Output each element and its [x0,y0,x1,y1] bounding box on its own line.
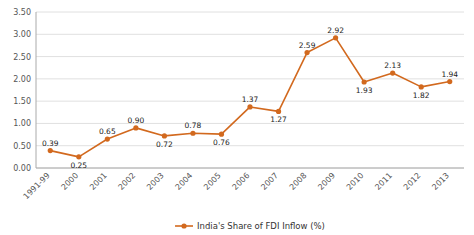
grid-line [36,123,464,124]
y-tick-label: 0.50 [13,142,31,151]
data-label: 0.72 [156,140,173,149]
y-tick-label: 3.50 [13,8,31,17]
x-tick-label: 2001 [88,171,109,192]
point [362,79,367,84]
data-label: 2.13 [384,61,401,70]
point [419,84,424,89]
y-tick-label: 2.00 [13,75,31,84]
data-label: 0.39 [42,139,59,148]
data-label: 1.37 [242,95,259,104]
y-axis [36,12,37,168]
grid-line [36,78,464,79]
point [133,125,138,130]
data-label: 1.27 [270,115,287,124]
legend-label: India's Share of FDI Inflow (%) [197,221,325,231]
plot-area [48,35,453,159]
data-label: 2.59 [299,41,316,50]
point [76,154,81,159]
point [190,131,195,136]
x-tick-label: 1991-99 [22,171,52,201]
y-tick-label: 0.00 [13,164,31,173]
x-tick-label: 2007 [259,171,280,192]
point [162,133,167,138]
y-tick-label: 1.50 [13,97,31,106]
chart: 0.00 0.50 1.00 1.50 2.00 2.50 3.00 3.50 1991-99 2… [0,0,474,235]
x-tick-label: 2012 [402,171,423,192]
y-tick-label: 3.00 [13,30,31,39]
legend: India's Share of FDI Inflow (%) [175,221,325,231]
data-label: 2.92 [327,26,344,35]
grid-line [36,34,464,35]
grid-line [36,56,464,57]
grid-line [36,145,464,146]
data-labels: 0.39 0.25 0.65 0.90 0.72 0.78 0.76 1.37 1.27 2.59… [42,26,458,170]
x-tick-label: 2008 [288,171,309,192]
y-tick-label: 1.00 [13,119,31,128]
data-label: 0.78 [185,121,202,130]
line [50,38,449,157]
point [447,79,452,84]
x-tick-label: 2011 [373,171,394,192]
x-tick-label: 2000 [59,171,80,192]
x-tick-label: 2002 [117,171,138,192]
x-axis [36,168,464,169]
data-label: 0.76 [213,138,230,147]
data-label: 0.25 [70,161,87,170]
point [304,50,309,55]
x-tick-label: 2003 [145,171,166,192]
grid [36,12,464,168]
point [333,35,338,40]
y-tick-label: 2.50 [13,53,31,62]
grid-line [36,168,464,169]
x-tick-label: 2006 [231,171,252,192]
legend-marker [181,223,186,228]
point [48,148,53,153]
data-label: 1.94 [441,70,458,79]
point [219,132,224,137]
data-label: 0.90 [128,116,145,125]
grid-line [36,12,464,13]
point [276,109,281,114]
point [105,136,110,141]
x-tick-label: 2004 [174,171,195,192]
data-label: 1.93 [356,86,373,95]
x-tick-label: 2010 [345,171,366,192]
point [247,104,252,109]
x-tick-label: 2009 [316,171,337,192]
data-label: 0.65 [99,127,116,136]
data-label: 1.82 [413,91,430,100]
point [390,70,395,75]
x-tick-label: 2005 [202,171,223,192]
x-tick-label: 2013 [430,171,451,192]
